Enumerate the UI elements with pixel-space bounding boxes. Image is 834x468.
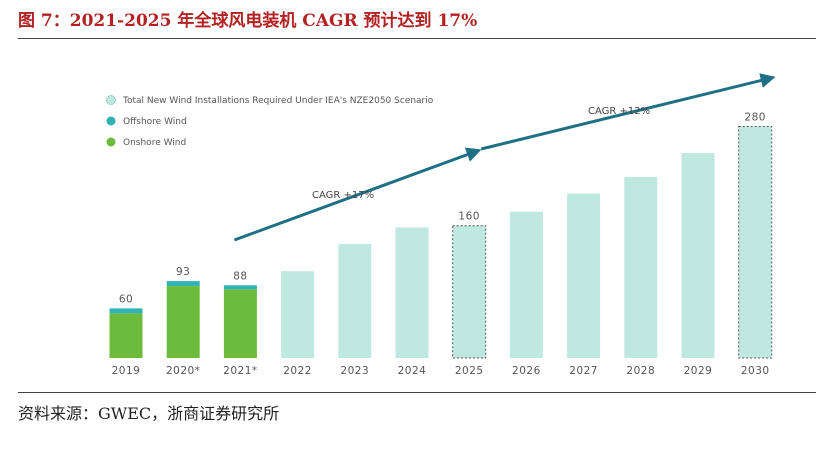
cagr-label-17: CAGR +17%	[312, 190, 374, 201]
bar-onshore-2019	[109, 313, 143, 358]
x-tick-2025: 2025	[455, 365, 484, 377]
cagr-annotations: CAGR +17% CAGR +12%	[233, 73, 776, 242]
bar-total-2022	[281, 271, 315, 358]
bar-series	[109, 126, 773, 359]
bar-total-2026	[509, 211, 543, 358]
x-axis-ticks: 2019 2020* 2021* 2022 2023 2024 2025 2026 2027 20…	[112, 365, 770, 377]
x-tick-2023: 2023	[340, 365, 369, 377]
bar-total-2029	[681, 152, 715, 358]
x-tick-2022: 2022	[283, 365, 312, 377]
wind-installations-chart: Total New Wind Installations Required Un…	[106, 73, 776, 377]
cagr-arrow-2025-2030	[480, 73, 776, 151]
data-label-2021: 88	[233, 270, 247, 282]
cagr-label-12: CAGR +12%	[588, 106, 650, 117]
bar-total-2023	[338, 243, 372, 358]
data-label-2030: 280	[744, 112, 766, 124]
legend-entry-1: Total New Wind Installations Required Un…	[122, 96, 434, 106]
x-tick-2026: 2026	[512, 365, 541, 377]
bar-offshore-2019	[109, 308, 143, 314]
bar-total-2030	[738, 126, 773, 359]
bar-total-2028	[624, 176, 658, 358]
data-label-2025: 160	[458, 211, 480, 223]
legend-marker-2	[106, 116, 116, 126]
bar-onshore-2020	[166, 286, 200, 358]
x-tick-2029: 2029	[684, 365, 713, 377]
chart-legend: Total New Wind Installations Required Un…	[106, 95, 434, 148]
bar-total-2024	[395, 227, 429, 358]
x-tick-2030: 2030	[741, 365, 770, 377]
legend-marker-1	[106, 95, 116, 105]
x-tick-2024: 2024	[398, 365, 427, 377]
data-labels: 60 93 88 160 280	[119, 112, 766, 306]
source-note: 资料来源：GWEC，浙商证券研究所	[18, 404, 280, 423]
source-divider	[18, 392, 816, 393]
bar-onshore-2021	[223, 289, 257, 358]
x-tick-2019: 2019	[112, 365, 141, 377]
bar-total-2027	[567, 193, 601, 358]
legend-entry-3: Onshore Wind	[123, 138, 186, 148]
cagr-arrow-2021-2025	[233, 147, 482, 242]
x-tick-2020: 2020*	[166, 365, 200, 377]
chart-title: 图 7：2021-2025 年全球风电装机 CAGR 预计达到 17%	[18, 11, 478, 31]
bar-offshore-2021	[223, 285, 257, 290]
x-tick-2021: 2021*	[223, 365, 257, 377]
bar-offshore-2020	[166, 281, 200, 287]
bar-total-2025	[452, 225, 487, 359]
data-label-2020: 93	[176, 266, 190, 278]
legend-entry-2: Offshore Wind	[123, 117, 187, 127]
title-divider	[18, 38, 816, 39]
x-tick-2027: 2027	[569, 365, 598, 377]
data-label-2019: 60	[119, 293, 133, 305]
legend-marker-3	[106, 137, 116, 147]
x-tick-2028: 2028	[626, 365, 655, 377]
